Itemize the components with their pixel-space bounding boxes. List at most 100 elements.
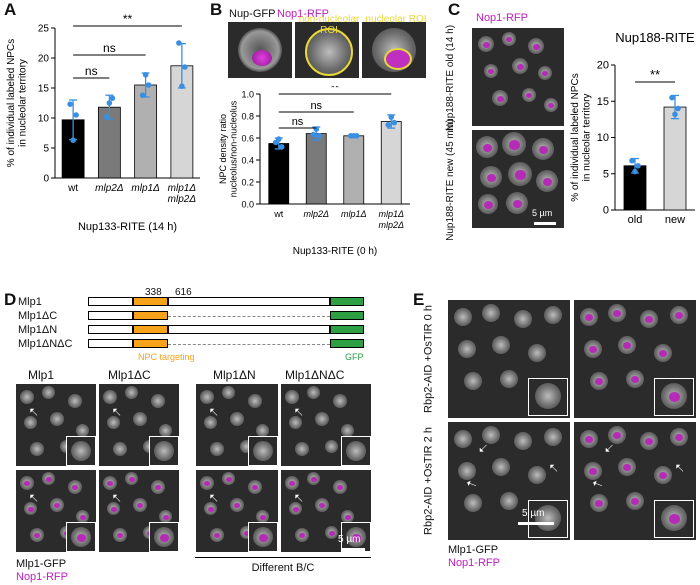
arrow-icon: ➝: [589, 475, 606, 494]
cell: [454, 430, 472, 448]
d-col-label-3: Mlp1ΔN: [213, 368, 256, 382]
e-row1-label: Rbp2-AID +OsTIR 0 h: [422, 305, 435, 413]
b-img-gfp: [228, 22, 292, 78]
nucleolus-signal: [45, 476, 52, 482]
d-micrograph: ➝: [16, 384, 96, 466]
y-tick-label: 0: [603, 205, 609, 217]
nucleolus-signal: [506, 36, 513, 43]
cell: [528, 344, 546, 362]
significance-label: **: [331, 86, 340, 94]
nucleolus-signal: [509, 140, 520, 150]
panel-label-a: A: [4, 0, 17, 19]
y-axis-label: NPC density ratio: [218, 114, 228, 184]
zoom-inset: [341, 436, 371, 466]
nucleolus-signal: [516, 63, 524, 70]
nucleolus-signal: [631, 498, 640, 506]
nucleolus-signal: [234, 502, 241, 509]
nucleolus-signal: [137, 502, 144, 509]
data-point: [316, 133, 323, 139]
significance-label: **: [123, 12, 133, 26]
cell: [42, 386, 55, 399]
arrow-icon: ➝: [670, 459, 689, 478]
d-legend-gfp: Mlp1-GFP: [16, 558, 67, 570]
gfp-tag: [330, 325, 364, 334]
cell: [295, 442, 309, 456]
c-img-old: [472, 28, 564, 126]
cell: [492, 336, 510, 354]
y-axis-label: in nucleolar territory: [582, 94, 593, 182]
d-legend-rfp: Nop1-RFP: [16, 571, 68, 583]
d-micrograph-grid: ➝ ➝ ➝ ➝ ➝ ➝ ➝ ➝ 5 µm: [16, 384, 371, 554]
data-point: [70, 137, 76, 143]
cell: [464, 494, 482, 512]
data-point: [176, 40, 182, 46]
nucleolus-signal: [589, 468, 598, 476]
y-tick-label: 5: [43, 144, 49, 155]
y-tick-label: 0.6: [241, 134, 254, 144]
protein-segment: [88, 339, 133, 348]
e-scalebar: [518, 522, 554, 525]
y-tick-label: 20: [597, 60, 609, 72]
nucleolus-signal: [107, 480, 114, 487]
d-gfp: GFP: [345, 352, 364, 362]
protein-segment: [88, 311, 133, 320]
cell: [289, 416, 302, 429]
y-tick-label: 15: [597, 96, 609, 108]
significance-label: ns: [85, 64, 98, 78]
data-point: [109, 95, 116, 101]
significance-label: ns: [103, 41, 116, 55]
nucleolus-signal: [289, 480, 296, 487]
nucleolus-signal: [542, 70, 549, 77]
d-scalebar: [341, 548, 365, 551]
nucleolus-signal: [488, 68, 495, 75]
data-point: [182, 64, 188, 70]
arrow-icon: ➝: [463, 475, 480, 494]
nucleolus-signal: [512, 199, 523, 209]
y-axis-label: in nucleolar territory: [18, 59, 29, 147]
nucleolus-signal: [337, 484, 344, 491]
e-row2-label: Rbp2-AID +OsTIR 2 h: [422, 427, 435, 535]
e-micrograph: ➝ ➝ ➝: [574, 422, 696, 540]
cell: [535, 383, 561, 409]
e-row1-label-wrap: Rbp2-AID +OsTIR 0 h: [412, 300, 446, 418]
cell: [454, 308, 472, 326]
nucleolus-signal: [631, 376, 640, 384]
nucleolus-signal: [675, 312, 684, 320]
x-tick-label: wt: [273, 209, 283, 219]
zoom-inset: [66, 522, 96, 552]
cell: [248, 394, 262, 408]
nucleolus-signal: [482, 41, 490, 48]
significance-label: ns: [292, 116, 304, 128]
cell: [253, 441, 273, 461]
d-pos-start: 338: [145, 287, 162, 298]
d-micrograph: ➝: [281, 384, 371, 466]
d-micrograph: ➝: [196, 384, 278, 466]
bar: [343, 135, 365, 205]
d-col-label-1: Mlp1: [28, 368, 55, 382]
nucleolus-signal: [496, 95, 504, 102]
cell: [256, 424, 269, 437]
x-axis-label: Nup133-RITE (0 h): [293, 246, 377, 257]
data-point: [67, 101, 73, 107]
y-tick-label: 0.4: [241, 156, 254, 166]
d-col-label-4: Mlp1ΔNΔC: [285, 368, 345, 382]
nucleolus-signal: [72, 484, 79, 491]
c-label-nop1: Nop1-RFP: [476, 12, 528, 24]
panel-label-b: B: [210, 0, 223, 19]
nucleolus-signal: [645, 316, 654, 324]
nucleolus-signal: [214, 532, 221, 539]
nucleolus-signal: [24, 480, 31, 487]
data-point: [278, 144, 285, 150]
y-tick-label: 1.0: [241, 90, 254, 100]
nucleolus-signal: [548, 102, 555, 109]
e-micrograph: ➝ ➝ ➝: [448, 422, 570, 540]
nucleolus-signal: [659, 350, 668, 358]
cell: [544, 306, 562, 324]
cell: [514, 432, 532, 450]
nucleolus-signal: [27, 506, 34, 512]
nucleolus-signal: [79, 514, 86, 520]
y-axis-label: nucleolus/non-nucleolus: [228, 100, 238, 197]
zoom-inset: [149, 436, 179, 466]
data-point: [669, 94, 675, 101]
nucleolus-signal: [319, 502, 326, 509]
